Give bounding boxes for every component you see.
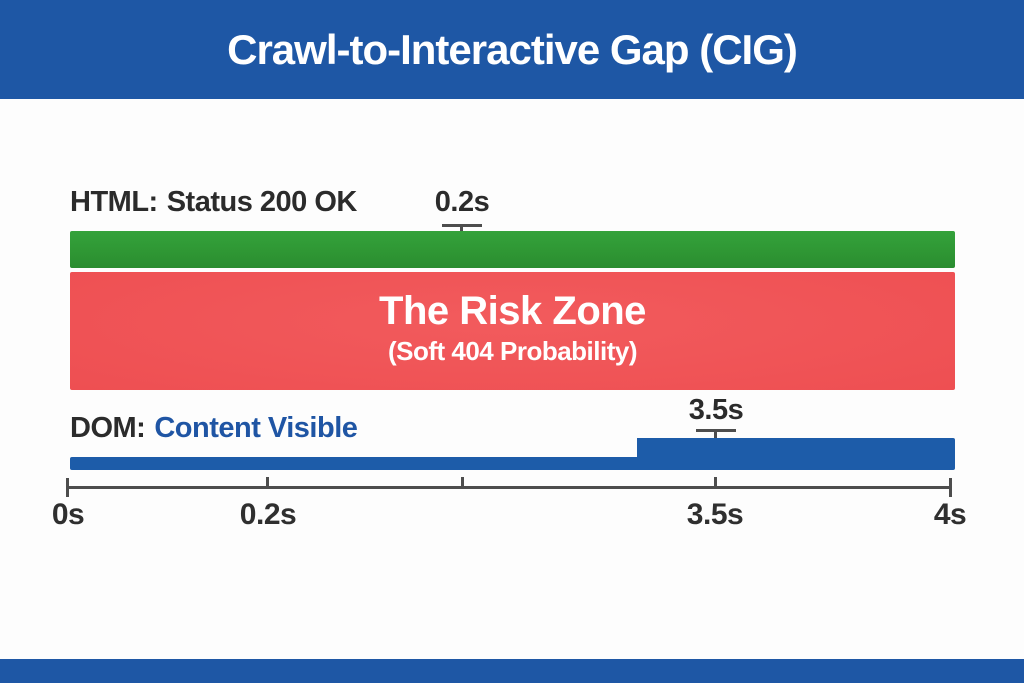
risk-zone-bar: The Risk Zone (Soft 404 Probability) <box>70 272 955 390</box>
header-banner: Crawl-to-Interactive Gap (CIG) <box>0 0 1024 99</box>
axis-tick-0-2s <box>266 477 269 489</box>
risk-zone-title: The Risk Zone <box>379 289 646 333</box>
axis-tick-middle <box>461 477 464 489</box>
dom-bar-after-3-5s <box>637 438 955 470</box>
risk-zone-subtitle: (Soft 404 Probability) <box>387 336 638 366</box>
html-response-bar <box>70 231 955 268</box>
page-title: Crawl-to-Interactive Gap (CIG) <box>227 25 798 73</box>
axis-label-3-5s: 3.5s <box>686 498 744 531</box>
html-label-prefix: HTML: <box>70 186 158 218</box>
axis-label-0-2s: 0.2s <box>239 498 297 531</box>
axis-label-4s: 4s <box>933 498 967 531</box>
axis-tick-3-5s <box>714 477 717 489</box>
dom-time-marker-label: 3.5s <box>688 394 744 426</box>
html-time-marker-label: 0.2s <box>434 186 490 218</box>
axis-tick-4s <box>949 478 952 497</box>
axis-tick-0s <box>66 478 69 497</box>
dom-label-text: Content Visible <box>154 412 358 444</box>
html-label-text: Status 200 OK <box>166 186 358 218</box>
dom-bar-before-3-5s <box>70 457 637 470</box>
dom-label-prefix: DOM: <box>70 412 146 444</box>
footer-banner <box>0 659 1024 683</box>
html-row-label: HTML: Status 200 OK <box>70 186 357 219</box>
axis-label-0s: 0s <box>51 498 85 531</box>
time-axis-line <box>66 486 952 489</box>
dom-row-label: DOM: Content Visible <box>70 412 358 445</box>
